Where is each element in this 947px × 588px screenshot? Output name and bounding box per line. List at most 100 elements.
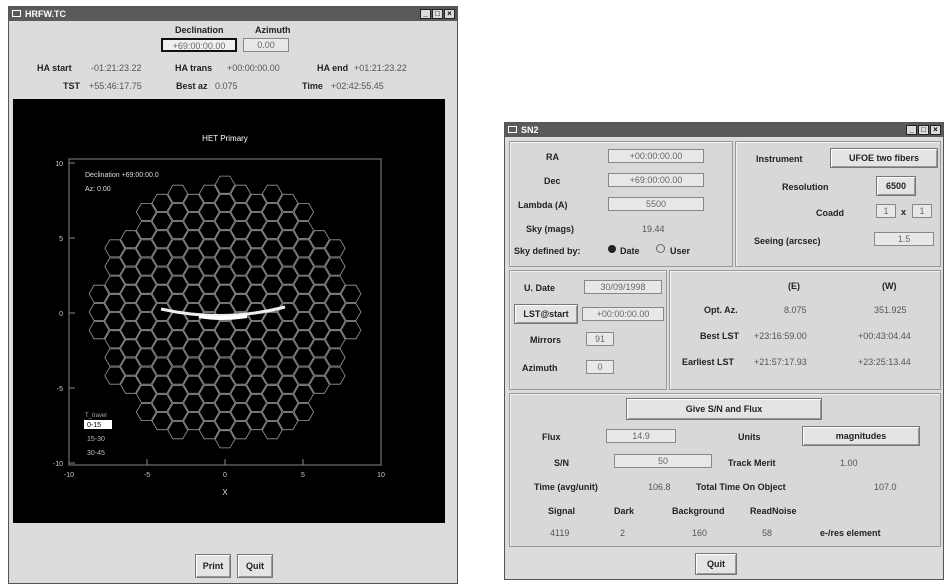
close-icon[interactable]: × xyxy=(930,125,941,135)
mirror-segment-hex xyxy=(261,330,283,349)
mirror-segment-hex xyxy=(183,193,204,212)
lst-start-button[interactable]: LST@start xyxy=(514,304,578,324)
mirror-segment-hex xyxy=(167,257,189,276)
give-sn-flux-button[interactable]: Give S/N and Flux xyxy=(626,398,822,420)
mirror-segment-hex xyxy=(293,257,315,276)
azimuth-input[interactable]: 0 xyxy=(586,360,614,374)
quit-button[interactable]: Quit xyxy=(695,553,737,575)
mirror-segment-hex xyxy=(324,366,346,385)
col-w-header: (W) xyxy=(882,281,897,291)
mirror-segment-hex xyxy=(246,284,267,303)
seeing-input[interactable]: 1.5 xyxy=(874,232,934,246)
signal-label: Signal xyxy=(548,506,576,516)
mirror-segment-hex xyxy=(277,248,299,267)
plot-title: HET Primary xyxy=(202,134,248,143)
mirror-segment-hex xyxy=(261,348,283,367)
declination-input[interactable]: +69:00:00.00 xyxy=(161,38,237,52)
y-tick-label: 5 xyxy=(59,236,63,243)
azimuth-label: Azimuth xyxy=(522,363,558,373)
mirror-segment-hex xyxy=(198,293,220,312)
resolution-select[interactable]: 6500 xyxy=(876,176,916,196)
mirror-segment-hex xyxy=(246,357,267,376)
mirror-segment-hex xyxy=(135,330,157,349)
maximize-icon[interactable]: □ xyxy=(918,125,929,135)
mirror-segment-hex xyxy=(309,266,330,285)
flux-label: Flux xyxy=(542,432,561,442)
dec-input[interactable]: +69:00:00.00 xyxy=(608,173,704,187)
mirror-segment-hex xyxy=(214,175,236,194)
ra-input[interactable]: +00:00:00.00 xyxy=(608,149,704,163)
mirror-segment-hex xyxy=(135,203,157,221)
mirror-segment-hex xyxy=(246,230,267,249)
window-menu-icon[interactable] xyxy=(12,10,21,17)
hrfw-titlebar[interactable]: HRFW.TC _ □ × xyxy=(9,7,457,21)
mirror-segment-hex xyxy=(135,257,157,276)
mirror-segment-hex xyxy=(120,339,141,358)
mirror-segment-hex xyxy=(151,321,173,340)
mirror-segment-hex xyxy=(135,221,157,240)
mirror-segment-hex xyxy=(167,348,189,367)
mirror-segment-hex xyxy=(277,321,299,340)
mirror-segment-hex xyxy=(183,393,204,412)
legend-swatch-1 xyxy=(84,420,112,429)
mirror-segment-hex xyxy=(135,384,157,403)
mirror-segment-hex xyxy=(135,312,157,331)
instrument-label: Instrument xyxy=(756,154,803,164)
mirror-segment-hex xyxy=(309,321,330,340)
radio-date-icon[interactable] xyxy=(608,245,616,253)
x-tick-label: -5 xyxy=(144,472,150,479)
mirror-segment-hex xyxy=(309,284,330,303)
tst-label: TST xyxy=(63,81,80,91)
mirror-segment-hex xyxy=(183,266,204,285)
close-icon[interactable]: × xyxy=(444,9,455,19)
mirror-segment-hex xyxy=(120,321,141,340)
minimize-icon[interactable]: _ xyxy=(420,9,431,19)
mirror-segment-hex xyxy=(198,203,220,221)
mirrors-input[interactable]: 91 xyxy=(586,332,614,346)
mirror-segment-hex xyxy=(214,339,236,358)
azimuth-input[interactable]: 0.00 xyxy=(243,38,289,52)
radio-user-icon[interactable] xyxy=(656,244,665,253)
coadd-y-input[interactable]: 1 xyxy=(912,204,932,218)
window-menu-icon[interactable] xyxy=(508,126,517,133)
mirror-segment-hex xyxy=(198,384,220,403)
mirror-segment-hex xyxy=(167,275,189,294)
mirror-segment-hex xyxy=(151,266,173,285)
mirror-segment-hex xyxy=(277,266,299,285)
sn-input[interactable]: 50 xyxy=(614,454,712,468)
background-label: Background xyxy=(672,506,725,516)
lambda-input[interactable]: 5500 xyxy=(608,197,704,211)
mirror-segment-hex xyxy=(214,284,236,303)
total-time-value: 107.0 xyxy=(874,482,897,492)
units-label: Units xyxy=(738,432,761,442)
mirror-segment-hex xyxy=(230,293,252,312)
flux-input[interactable]: 14.9 xyxy=(606,429,676,443)
mirror-segment-hex xyxy=(309,230,330,249)
mirror-segment-hex xyxy=(104,275,126,294)
sn2-titlebar[interactable]: SN2 _ □ × xyxy=(505,123,943,137)
mirror-segment-hex xyxy=(230,239,252,258)
sky-option-date[interactable]: Date xyxy=(620,246,640,256)
ut-date-input[interactable]: 30/09/1998 xyxy=(584,280,662,294)
maximize-icon[interactable]: □ xyxy=(432,9,443,19)
mirror-segment-hex xyxy=(246,248,267,267)
mirror-segment-hex xyxy=(104,312,126,331)
instrument-select[interactable]: UFOE two fibers xyxy=(830,148,938,168)
minimize-icon[interactable]: _ xyxy=(906,125,917,135)
coadd-x-input[interactable]: 1 xyxy=(876,204,896,218)
earliest-lst-label: Earliest LST xyxy=(682,357,735,367)
units-select[interactable]: magnitudes xyxy=(802,426,920,446)
mirror-segment-hex xyxy=(340,302,362,322)
mirror-segment-hex xyxy=(293,312,315,331)
mirror-segment-hex xyxy=(214,230,236,249)
mirror-segment-hex xyxy=(230,312,252,331)
mirror-segment-hex xyxy=(183,230,204,249)
y-tick-label: 0 xyxy=(59,311,63,318)
print-button[interactable]: Print xyxy=(195,554,231,578)
mirror-segment-hex xyxy=(214,412,236,431)
sky-option-user[interactable]: User xyxy=(670,246,691,256)
lst-start-input[interactable]: +00:00:00.00 xyxy=(582,307,664,321)
quit-button[interactable]: Quit xyxy=(237,554,273,578)
mirror-segment-hex xyxy=(120,266,141,285)
mirror-segment-hex xyxy=(120,230,141,249)
